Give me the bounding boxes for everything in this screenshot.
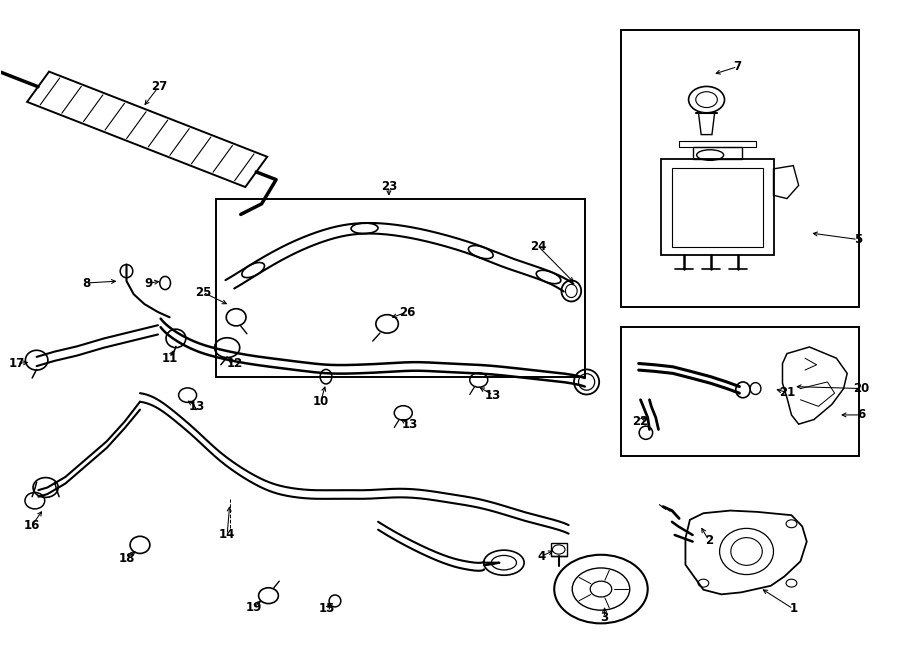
Text: 9: 9: [145, 276, 153, 290]
Text: 14: 14: [219, 529, 235, 541]
Text: 6: 6: [858, 408, 866, 422]
Text: 18: 18: [118, 551, 135, 564]
Text: 8: 8: [82, 276, 90, 290]
Text: 5: 5: [854, 233, 862, 246]
Text: 25: 25: [194, 286, 212, 299]
Text: 21: 21: [778, 386, 795, 399]
Text: 23: 23: [381, 180, 397, 193]
Text: 4: 4: [537, 549, 545, 563]
Bar: [693, 147, 742, 159]
Bar: [216, 198, 585, 377]
Text: 26: 26: [399, 305, 415, 319]
Text: 13: 13: [401, 418, 418, 431]
Text: 22: 22: [633, 415, 649, 428]
Text: 1: 1: [789, 602, 797, 615]
Text: 12: 12: [226, 357, 242, 370]
Bar: [672, 168, 762, 247]
Text: 17: 17: [9, 357, 25, 370]
Bar: [680, 141, 755, 147]
Text: 19: 19: [246, 601, 262, 614]
Bar: [621, 30, 859, 307]
Text: 24: 24: [530, 239, 546, 253]
Text: 13: 13: [485, 389, 501, 402]
Text: 15: 15: [319, 602, 335, 615]
Text: 16: 16: [24, 519, 40, 531]
Text: 20: 20: [853, 382, 869, 395]
Text: 13: 13: [188, 400, 204, 413]
Bar: [621, 327, 859, 456]
Text: 27: 27: [150, 80, 167, 93]
Bar: [551, 543, 567, 556]
Text: 3: 3: [600, 611, 608, 624]
Bar: [662, 159, 773, 254]
Text: 11: 11: [161, 352, 178, 365]
Text: 2: 2: [705, 533, 713, 547]
Text: 10: 10: [312, 395, 328, 408]
Text: 7: 7: [734, 60, 742, 73]
